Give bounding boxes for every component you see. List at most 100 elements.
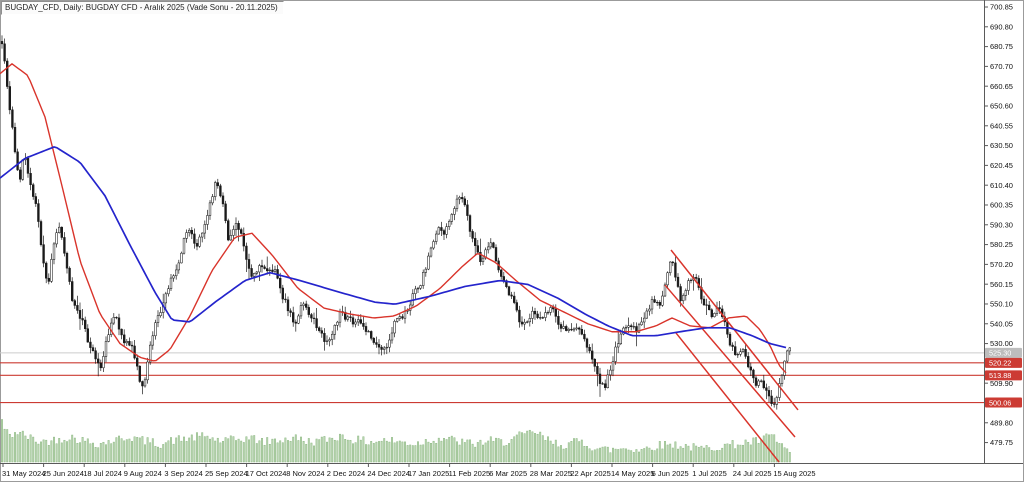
volume-bar (526, 430, 529, 463)
candle-body-bull (419, 285, 422, 289)
volume-bar (573, 438, 575, 463)
volume-bar (742, 444, 744, 463)
candle-body-bear (141, 381, 144, 387)
volume-bar (120, 438, 123, 463)
candle-body-bear (29, 173, 32, 186)
volume-bar (627, 449, 630, 463)
volume-bar (591, 450, 594, 463)
volume-bar (518, 431, 521, 463)
candle-body-bear (580, 328, 583, 335)
candle-body-bear (583, 333, 586, 340)
ma-red[interactable] (0, 63, 787, 374)
candle-body-bull (523, 321, 526, 325)
candle-body-bear (754, 377, 758, 386)
candle-body-bull (562, 326, 565, 329)
volume-bar (661, 448, 664, 463)
volume-bar (172, 443, 175, 463)
horizontal-price-lines[interactable] (0, 352, 984, 404)
volume-bar (133, 436, 136, 463)
candle-body-bull (780, 375, 784, 384)
candle-body-bull (453, 208, 456, 215)
volume-bar (726, 443, 729, 463)
candle-body-bear (42, 244, 45, 264)
level-price-tag (985, 357, 1022, 368)
volume-bar (575, 438, 578, 463)
volume-bar (380, 440, 383, 463)
candle-body-bull (448, 221, 451, 227)
candle-body-bull (331, 333, 334, 340)
volume-bar (190, 434, 193, 463)
price-tick-label: 489.80 (990, 418, 1013, 427)
candle-body-bull (338, 311, 342, 323)
volume-bar (396, 441, 399, 463)
candle-body-bull (328, 339, 331, 342)
volume-bar (640, 449, 643, 463)
candle-body-bear (728, 333, 732, 346)
volume-bar (372, 443, 375, 463)
candle-body-bear (99, 362, 102, 369)
volume-bar (409, 444, 412, 463)
time-tick-label: 18 Jul 2024 (83, 469, 122, 478)
price-tag-label: 525.30 (989, 349, 1011, 358)
volume-bar (515, 434, 518, 463)
volume-bar (357, 435, 360, 463)
ma-blue-line[interactable] (0, 146, 787, 349)
volume-bar (411, 445, 414, 463)
trend-channel-line[interactable] (675, 332, 780, 463)
candle-body-bull (234, 223, 238, 230)
volume-bar (14, 432, 16, 463)
current-price-tag (985, 347, 1022, 358)
candle-body-bear (679, 286, 682, 302)
candle-body-bull (739, 351, 742, 355)
price-tag-label: 513.88 (989, 371, 1011, 380)
trend-channel[interactable] (664, 249, 799, 463)
candle-body-bull (713, 313, 716, 318)
volume-bar (736, 444, 739, 463)
volume-bar (456, 441, 458, 463)
price-tick-label: 700.85 (990, 3, 1013, 12)
volume-bar (271, 438, 274, 463)
candle-body-bear (533, 310, 537, 315)
volume-bar (37, 443, 40, 463)
candle-body-bull (627, 325, 630, 328)
volume-bar (60, 442, 63, 463)
candle-body-bull (398, 316, 401, 319)
volume-bar (287, 440, 289, 463)
volume-bar (375, 441, 378, 463)
candle-body-bull (50, 259, 53, 282)
candle-body-bear (749, 366, 752, 371)
volume-bar (674, 441, 677, 463)
price-axis[interactable]: 700.85 690.80 680.75 670.70 660.65 650.60 640.… (984, 0, 1013, 463)
candle-body-bull (21, 159, 24, 180)
candle-body-bear (653, 299, 656, 303)
volume-bar (593, 449, 596, 463)
candle-body-bear (377, 344, 381, 348)
candle-body-bear (11, 109, 14, 128)
volume-bar (235, 440, 237, 463)
volume-bar (47, 445, 50, 463)
volume-bar (66, 441, 68, 463)
volume-bar (274, 438, 276, 463)
candle-body-bull (786, 350, 789, 362)
volume-bar (149, 442, 152, 463)
candle-body-bear (375, 342, 378, 345)
candle-body-bear (570, 328, 573, 331)
candle-body-bull (741, 349, 745, 352)
ma-red-line[interactable] (0, 63, 787, 374)
volume-bar (196, 432, 198, 463)
candle-body-bear (128, 341, 131, 346)
volume-bar (281, 442, 284, 463)
ma-blue[interactable] (0, 146, 787, 349)
trend-channel-line[interactable] (664, 284, 796, 438)
candle-body-bull (424, 268, 427, 273)
candle-body-bear (468, 215, 472, 232)
candle-body-bear (250, 268, 253, 277)
candle-body-bull (255, 271, 258, 274)
candle-body-bull (609, 369, 612, 376)
volume-bar (531, 431, 534, 463)
candle-body-bull (487, 246, 490, 251)
volume-bar (497, 438, 500, 463)
volume-bar (232, 436, 235, 463)
